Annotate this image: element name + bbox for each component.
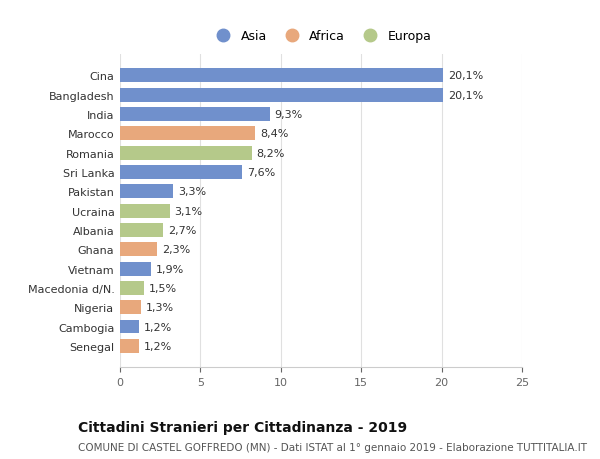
Text: 1,2%: 1,2% [144, 322, 172, 332]
Text: 1,9%: 1,9% [155, 264, 184, 274]
Text: 3,3%: 3,3% [178, 187, 206, 197]
Bar [120, 320, 139, 334]
Bar [120, 69, 443, 83]
Bar [120, 146, 252, 160]
Bar [120, 166, 242, 179]
Text: 20,1%: 20,1% [448, 71, 483, 81]
Legend: Asia, Africa, Europa: Asia, Africa, Europa [204, 24, 438, 49]
Text: 9,3%: 9,3% [274, 110, 302, 120]
Text: 8,2%: 8,2% [257, 148, 285, 158]
Bar [120, 243, 157, 257]
Bar [120, 108, 269, 122]
Text: 2,3%: 2,3% [162, 245, 190, 255]
Text: 1,3%: 1,3% [146, 302, 174, 313]
Bar [120, 185, 173, 199]
Bar [120, 224, 163, 237]
Text: 3,1%: 3,1% [175, 206, 203, 216]
Text: COMUNE DI CASTEL GOFFREDO (MN) - Dati ISTAT al 1° gennaio 2019 - Elaborazione TU: COMUNE DI CASTEL GOFFREDO (MN) - Dati IS… [78, 442, 587, 452]
Text: 2,7%: 2,7% [168, 225, 197, 235]
Text: Cittadini Stranieri per Cittadinanza - 2019: Cittadini Stranieri per Cittadinanza - 2… [78, 420, 407, 434]
Text: 1,2%: 1,2% [144, 341, 172, 351]
Bar [120, 262, 151, 276]
Bar [120, 89, 443, 102]
Bar [120, 339, 139, 353]
Bar [120, 204, 170, 218]
Bar [120, 281, 144, 295]
Bar [120, 301, 141, 314]
Text: 20,1%: 20,1% [448, 90, 483, 101]
Text: 1,5%: 1,5% [149, 283, 177, 293]
Text: 8,4%: 8,4% [260, 129, 288, 139]
Text: 7,6%: 7,6% [247, 168, 275, 178]
Bar [120, 127, 255, 141]
